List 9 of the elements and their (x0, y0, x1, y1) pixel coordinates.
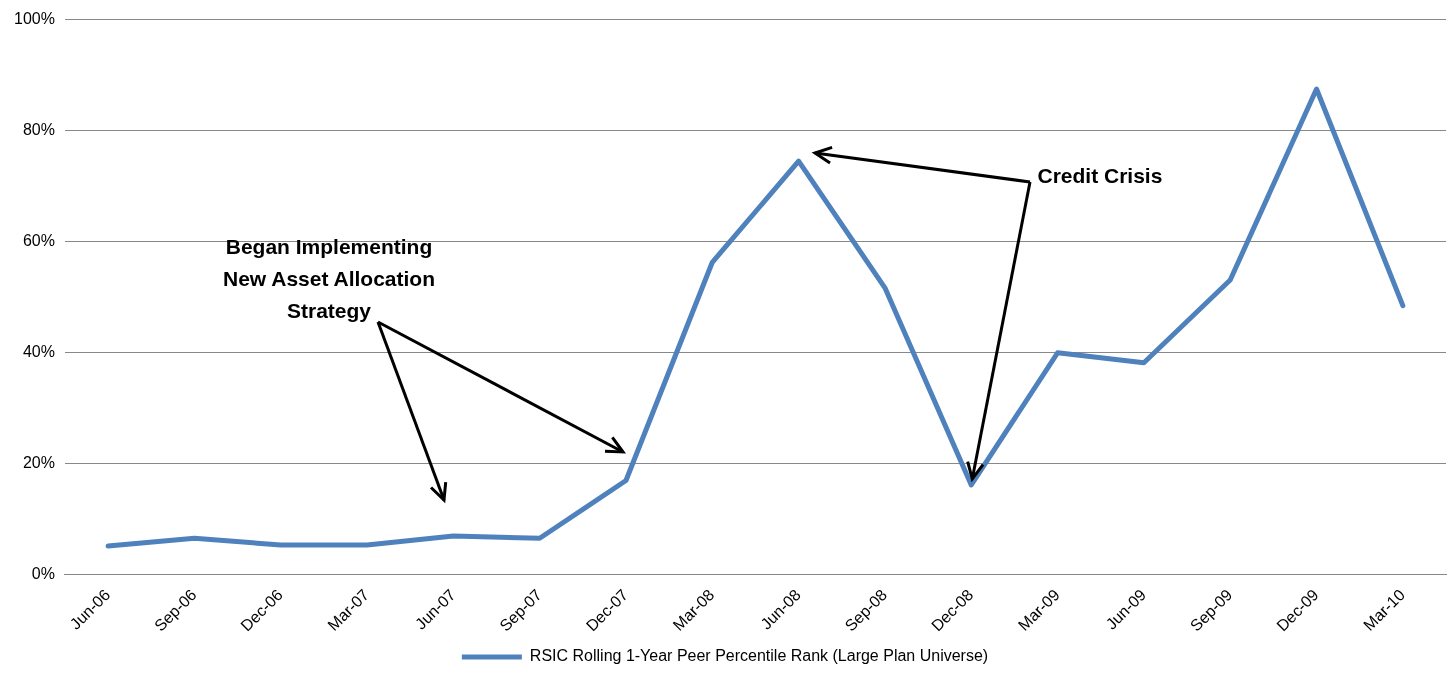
y-tick-label: 40% (22, 343, 55, 361)
y-tick-label: 100% (14, 10, 55, 28)
legend-label: RSIC Rolling 1-Year Peer Percentile Rank (Large Plan Universe) (529, 647, 989, 665)
annotation: Credit Crisis (1037, 163, 1163, 189)
annotation: Began Implementing New Asset Allocation Strategy (223, 234, 435, 324)
y-tick-label: 60% (22, 232, 55, 250)
y-tick-label: 20% (22, 454, 55, 472)
y-tick-label: 0% (31, 565, 55, 583)
y-tick-label: 80% (22, 121, 55, 139)
